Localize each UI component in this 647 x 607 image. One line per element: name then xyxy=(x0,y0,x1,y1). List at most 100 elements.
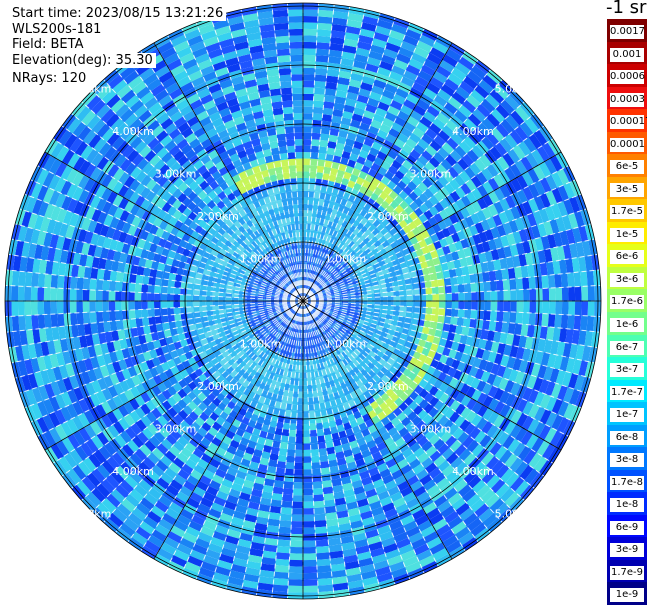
beta-cell xyxy=(504,181,517,196)
beta-cell xyxy=(157,354,167,365)
beta-cell xyxy=(439,354,449,365)
beta-cell xyxy=(251,271,259,278)
beta-cell xyxy=(11,285,19,301)
beta-cell xyxy=(69,449,83,465)
beta-cell xyxy=(452,427,465,440)
beta-cell xyxy=(533,391,545,407)
beta-cell xyxy=(317,584,334,593)
beta-cell xyxy=(313,257,318,265)
beta-cell xyxy=(493,502,510,518)
beta-cell xyxy=(253,282,261,287)
beta-cell xyxy=(474,368,485,381)
beta-cell xyxy=(556,168,570,186)
beta-cell xyxy=(422,502,438,515)
beta-cell xyxy=(453,333,462,343)
beta-cell xyxy=(430,343,439,353)
beta-cell xyxy=(426,172,438,184)
beta-cell xyxy=(348,344,356,352)
beta-cell xyxy=(514,159,528,175)
beta-cell xyxy=(236,324,244,330)
beta-cell xyxy=(338,463,349,473)
beta-cell xyxy=(442,534,459,548)
beta-cell xyxy=(398,373,408,383)
beta-cell xyxy=(303,352,307,360)
beta-cell xyxy=(419,301,427,308)
beta-cell xyxy=(379,530,394,542)
beta-cell xyxy=(191,514,206,526)
beta-cell xyxy=(344,238,352,246)
beta-cell xyxy=(160,301,168,309)
beta-cell xyxy=(221,196,231,206)
beta-cell xyxy=(387,149,399,160)
beta-cell xyxy=(253,371,261,380)
beta-cell xyxy=(280,334,286,342)
beta-cell xyxy=(478,252,487,264)
beta-cell xyxy=(553,232,563,248)
beta-cell xyxy=(229,439,240,449)
beta-cell xyxy=(335,142,345,151)
beta-cell xyxy=(333,182,342,191)
beta-cell xyxy=(415,171,427,182)
beta-cell xyxy=(240,485,253,495)
beta-cell xyxy=(334,274,342,280)
beta-cell xyxy=(388,127,401,139)
beta-cell xyxy=(152,252,162,263)
beta-cell xyxy=(276,421,284,429)
beta-cell xyxy=(131,215,142,228)
beta-cell xyxy=(250,413,259,422)
beta-cell xyxy=(218,301,226,306)
beta-cell xyxy=(165,256,174,266)
beta-cell xyxy=(434,329,443,338)
beta-cell xyxy=(245,374,254,383)
beta-cell xyxy=(428,406,439,419)
beta-cell xyxy=(363,69,378,80)
beta-cell xyxy=(264,290,272,295)
beta-cell xyxy=(315,257,320,265)
beta-cell xyxy=(359,122,371,132)
beta-cell xyxy=(93,449,107,465)
beta-cell xyxy=(298,385,303,392)
beta-cell xyxy=(379,248,388,256)
beta-cell xyxy=(372,374,381,383)
beta-cell xyxy=(115,240,125,253)
beta-cell xyxy=(335,239,342,247)
beta-cell xyxy=(418,192,429,204)
beta-cell xyxy=(425,294,433,301)
beta-cell xyxy=(11,301,19,317)
beta-cell xyxy=(463,246,472,258)
beta-cell xyxy=(395,503,409,515)
beta-cell xyxy=(551,187,564,204)
beta-cell xyxy=(152,374,163,386)
beta-cell xyxy=(487,411,500,425)
beta-cell xyxy=(146,250,156,261)
beta-cell xyxy=(147,213,158,225)
beta-cell xyxy=(83,312,91,325)
beta-cell xyxy=(175,320,183,328)
beta-cell xyxy=(331,342,338,350)
beta-cell xyxy=(89,195,101,209)
beta-cell xyxy=(375,196,385,206)
beta-cell xyxy=(258,272,265,279)
beta-cell xyxy=(383,361,393,371)
beta-cell xyxy=(68,349,78,364)
beta-cell xyxy=(15,240,25,257)
beta-cell xyxy=(495,483,511,498)
beta-cell xyxy=(388,463,401,475)
beta-cell xyxy=(339,325,347,332)
beta-cell xyxy=(219,313,227,319)
beta-cell xyxy=(501,268,510,281)
beta-cell xyxy=(347,85,361,95)
beta-cell xyxy=(498,377,509,391)
beta-cell xyxy=(160,230,171,241)
beta-cell xyxy=(356,551,372,561)
beta-cell xyxy=(280,435,289,443)
beta-cell xyxy=(435,361,446,372)
beta-cell xyxy=(238,208,247,218)
beta-cell xyxy=(138,461,152,475)
beta-cell xyxy=(397,82,412,94)
beta-cell xyxy=(323,94,336,103)
beta-cell xyxy=(167,279,176,288)
beta-cell xyxy=(275,272,282,279)
beta-cell xyxy=(404,278,412,285)
beta-cell xyxy=(359,233,368,242)
